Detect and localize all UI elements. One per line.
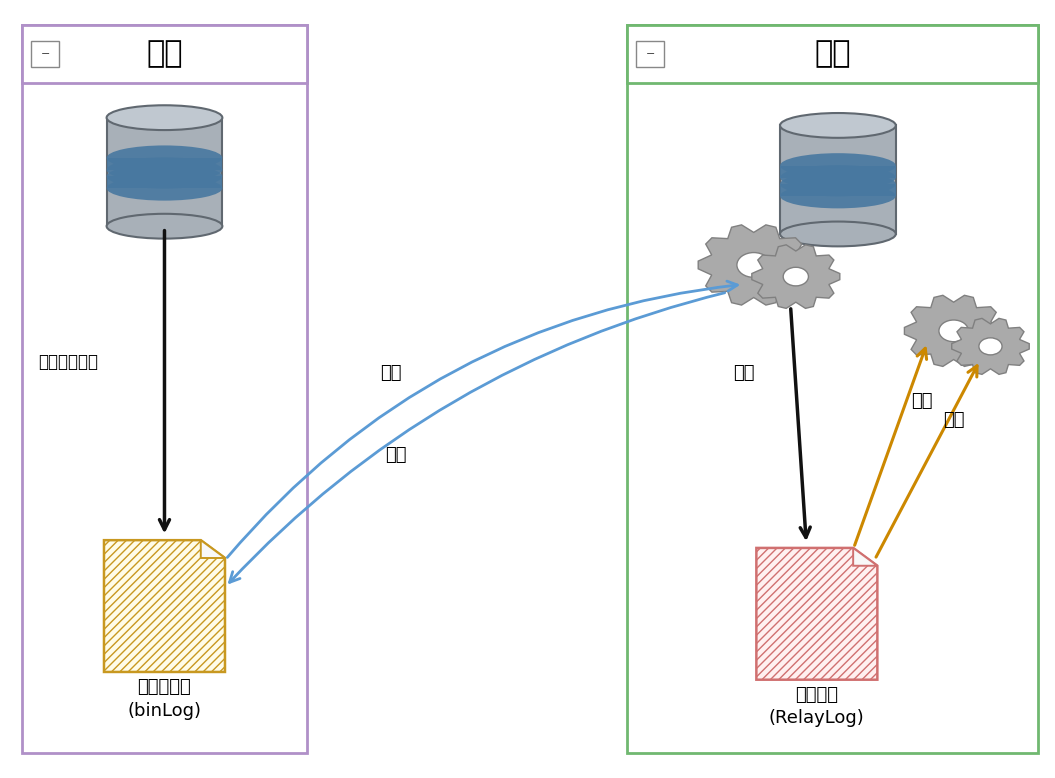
Text: −: − xyxy=(40,49,50,58)
Bar xyxy=(780,166,896,177)
Ellipse shape xyxy=(107,176,223,201)
Bar xyxy=(628,25,1038,82)
Bar xyxy=(107,177,223,188)
Bar xyxy=(628,25,1038,753)
Ellipse shape xyxy=(107,214,223,239)
Bar xyxy=(107,158,223,170)
Text: 中继日志: 中继日志 xyxy=(795,686,839,704)
Circle shape xyxy=(979,338,1002,355)
Text: 返回: 返回 xyxy=(385,446,407,464)
Bar xyxy=(22,25,307,753)
Bar xyxy=(107,117,223,226)
Polygon shape xyxy=(698,225,809,305)
Text: (RelayLog): (RelayLog) xyxy=(769,710,865,727)
Ellipse shape xyxy=(780,172,896,196)
Ellipse shape xyxy=(107,164,223,189)
Ellipse shape xyxy=(780,113,896,138)
Text: −: − xyxy=(646,49,655,58)
Polygon shape xyxy=(853,548,878,566)
Bar xyxy=(22,25,307,82)
Text: 二进制日志: 二进制日志 xyxy=(137,678,191,696)
Polygon shape xyxy=(104,540,225,672)
Circle shape xyxy=(783,268,808,286)
Bar xyxy=(22,25,307,82)
Circle shape xyxy=(736,253,770,278)
Polygon shape xyxy=(756,548,878,680)
Ellipse shape xyxy=(780,222,896,247)
Bar xyxy=(31,40,59,67)
Text: 读取: 读取 xyxy=(912,391,933,410)
Polygon shape xyxy=(952,318,1030,374)
Text: 记录数据更改: 记录数据更改 xyxy=(38,353,98,371)
Polygon shape xyxy=(904,296,1003,366)
Text: 重放: 重放 xyxy=(943,411,964,429)
Ellipse shape xyxy=(780,184,896,209)
Text: 主库: 主库 xyxy=(147,39,183,68)
Ellipse shape xyxy=(107,105,223,130)
Bar xyxy=(628,25,1038,82)
Bar xyxy=(780,125,896,234)
Ellipse shape xyxy=(107,145,223,170)
Text: 从库: 从库 xyxy=(814,39,851,68)
Text: 写入: 写入 xyxy=(732,365,754,383)
Bar xyxy=(636,40,665,67)
Text: (binLog): (binLog) xyxy=(128,702,202,720)
Text: 读取: 读取 xyxy=(380,365,402,383)
Ellipse shape xyxy=(780,165,896,190)
Polygon shape xyxy=(200,540,225,558)
Bar xyxy=(780,184,896,196)
Ellipse shape xyxy=(780,153,896,178)
Circle shape xyxy=(939,320,968,342)
Ellipse shape xyxy=(107,157,223,182)
Polygon shape xyxy=(752,245,840,308)
